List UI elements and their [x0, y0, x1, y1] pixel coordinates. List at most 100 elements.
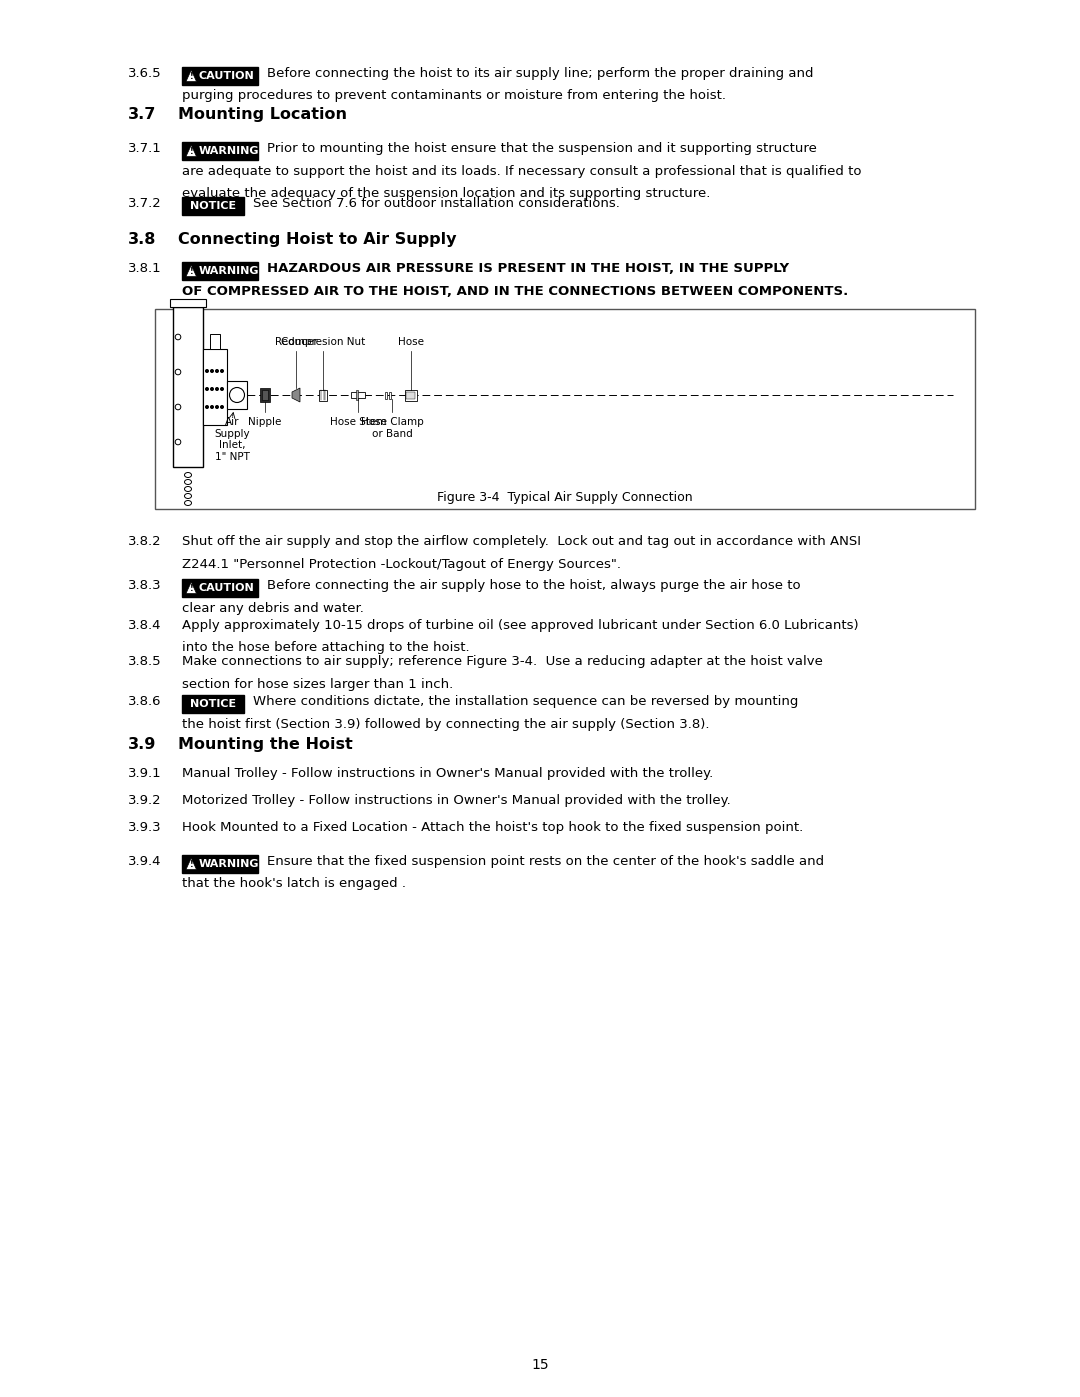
Text: See Section 7.6 for outdoor installation considerations.: See Section 7.6 for outdoor installation… — [253, 197, 620, 210]
Text: purging procedures to prevent contaminants or moisture from entering the hoist.: purging procedures to prevent contaminan… — [183, 89, 726, 102]
Text: 3.8.4: 3.8.4 — [129, 619, 162, 631]
Bar — [227, 381, 247, 409]
Bar — [173, 307, 203, 467]
Bar — [405, 390, 417, 401]
Bar — [183, 142, 258, 159]
Text: Reducer: Reducer — [274, 337, 318, 346]
Text: 3.8.1: 3.8.1 — [129, 263, 162, 275]
Text: Hook Mounted to a Fixed Location - Attach the hoist's top hook to the fixed susp: Hook Mounted to a Fixed Location - Attac… — [183, 821, 804, 834]
Text: HAZARDOUS AIR PRESSURE IS PRESENT IN THE HOIST, IN THE SUPPLY: HAZARDOUS AIR PRESSURE IS PRESENT IN THE… — [267, 263, 789, 275]
Circle shape — [229, 387, 244, 402]
Text: the hoist first (Section 3.9) followed by connecting the air supply (Section 3.8: the hoist first (Section 3.9) followed b… — [183, 718, 710, 731]
Text: WARNING: WARNING — [199, 859, 259, 869]
Text: Connecting Hoist to Air Supply: Connecting Hoist to Air Supply — [178, 232, 457, 247]
Polygon shape — [186, 265, 197, 277]
Text: CAUTION: CAUTION — [199, 71, 254, 81]
Text: Figure 3-4  Typical Air Supply Connection: Figure 3-4 Typical Air Supply Connection — [437, 490, 692, 503]
Bar — [384, 391, 388, 398]
Text: into the hose before attaching to the hoist.: into the hose before attaching to the ho… — [183, 641, 470, 655]
Text: !: ! — [189, 267, 193, 277]
Text: 3.7.2: 3.7.2 — [129, 197, 162, 210]
Circle shape — [216, 370, 218, 372]
Text: !: ! — [189, 147, 193, 156]
Text: 3.9.4: 3.9.4 — [129, 855, 162, 868]
Text: Z244.1 "Personnel Protection -Lockout/Tagout of Energy Sources".: Z244.1 "Personnel Protection -Lockout/Ta… — [183, 557, 621, 570]
Text: 3.8: 3.8 — [129, 232, 157, 247]
Text: 3.6.5: 3.6.5 — [129, 67, 162, 80]
Bar — [183, 694, 244, 712]
Text: Prior to mounting the hoist ensure that the suspension and it supporting structu: Prior to mounting the hoist ensure that … — [267, 142, 816, 155]
Text: 3.9.3: 3.9.3 — [129, 821, 162, 834]
Polygon shape — [186, 583, 197, 594]
Bar — [260, 388, 270, 401]
Circle shape — [220, 370, 224, 372]
Polygon shape — [186, 145, 197, 156]
Text: 3.9: 3.9 — [129, 738, 157, 752]
Bar — [183, 263, 258, 279]
Text: Motorized Trolley - Follow instructions in Owner's Manual provided with the trol: Motorized Trolley - Follow instructions … — [183, 793, 731, 807]
Text: Make connections to air supply; reference Figure 3-4.  Use a reducing adapter at: Make connections to air supply; referenc… — [183, 655, 823, 668]
Text: Before connecting the air supply hose to the hoist, always purge the air hose to: Before connecting the air supply hose to… — [267, 578, 800, 592]
Text: OF COMPRESSED AIR TO THE HOIST, AND IN THE CONNECTIONS BETWEEN COMPONENTS.: OF COMPRESSED AIR TO THE HOIST, AND IN T… — [183, 285, 848, 298]
Ellipse shape — [185, 493, 191, 499]
Ellipse shape — [185, 500, 191, 506]
Text: evaluate the adequacy of the suspension location and its supporting structure.: evaluate the adequacy of the suspension … — [183, 187, 711, 200]
Text: 3.8.3: 3.8.3 — [129, 578, 162, 592]
Text: 3.7.1: 3.7.1 — [129, 142, 162, 155]
Text: that the hook's latch is engaged .: that the hook's latch is engaged . — [183, 877, 406, 890]
Bar — [406, 391, 416, 398]
Text: Where conditions dictate, the installation sequence can be reversed by mounting: Where conditions dictate, the installati… — [253, 694, 798, 708]
Bar — [351, 393, 365, 398]
Circle shape — [205, 370, 208, 372]
Text: NOTICE: NOTICE — [190, 698, 237, 708]
Ellipse shape — [185, 472, 191, 478]
Bar — [156, 309, 975, 509]
Text: Ensure that the fixed suspension point rests on the center of the hook's saddle : Ensure that the fixed suspension point r… — [267, 855, 824, 868]
Bar — [356, 390, 359, 400]
Circle shape — [216, 405, 218, 408]
Bar — [183, 578, 258, 597]
Text: WARNING: WARNING — [199, 265, 259, 275]
Text: !: ! — [189, 584, 193, 594]
Bar — [170, 299, 206, 307]
Text: Shut off the air supply and stop the airflow completely.  Lock out and tag out i: Shut off the air supply and stop the air… — [183, 535, 861, 548]
Bar — [389, 391, 391, 398]
Polygon shape — [186, 858, 197, 869]
Text: WARNING: WARNING — [199, 145, 259, 155]
Text: NOTICE: NOTICE — [190, 201, 237, 211]
Bar — [203, 349, 227, 425]
Bar — [210, 334, 220, 349]
Text: 15: 15 — [531, 1358, 549, 1372]
Text: Mounting the Hoist: Mounting the Hoist — [178, 738, 353, 752]
Text: Before connecting the hoist to its air supply line; perform the proper draining : Before connecting the hoist to its air s… — [267, 67, 813, 80]
Text: 3.7: 3.7 — [129, 108, 157, 122]
Text: 3.8.6: 3.8.6 — [129, 694, 162, 708]
Circle shape — [211, 370, 213, 372]
Circle shape — [205, 405, 208, 408]
Ellipse shape — [185, 479, 191, 485]
Bar — [183, 67, 258, 84]
Bar — [319, 390, 327, 401]
Ellipse shape — [185, 486, 191, 492]
Text: section for hose sizes larger than 1 inch.: section for hose sizes larger than 1 inc… — [183, 678, 454, 690]
Text: Air
Supply
Inlet,
1" NPT: Air Supply Inlet, 1" NPT — [214, 416, 249, 462]
Text: !: ! — [189, 861, 193, 869]
Circle shape — [175, 404, 180, 409]
Circle shape — [216, 388, 218, 390]
Circle shape — [220, 405, 224, 408]
Text: CAUTION: CAUTION — [199, 583, 254, 592]
Text: are adequate to support the hoist and its loads. If necessary consult a professi: are adequate to support the hoist and it… — [183, 165, 862, 177]
Circle shape — [205, 388, 208, 390]
Bar — [183, 197, 244, 215]
Text: Hose Stem: Hose Stem — [329, 416, 387, 427]
Circle shape — [175, 439, 180, 444]
Circle shape — [175, 369, 180, 374]
Bar — [262, 390, 268, 400]
Text: clear any debris and water.: clear any debris and water. — [183, 602, 364, 615]
Text: 3.9.2: 3.9.2 — [129, 793, 162, 807]
Text: Hose Clamp
or Band: Hose Clamp or Band — [361, 416, 423, 439]
Text: Manual Trolley - Follow instructions in Owner's Manual provided with the trolley: Manual Trolley - Follow instructions in … — [183, 767, 713, 780]
Text: 3.8.2: 3.8.2 — [129, 535, 162, 548]
Circle shape — [211, 388, 213, 390]
Circle shape — [175, 334, 180, 339]
